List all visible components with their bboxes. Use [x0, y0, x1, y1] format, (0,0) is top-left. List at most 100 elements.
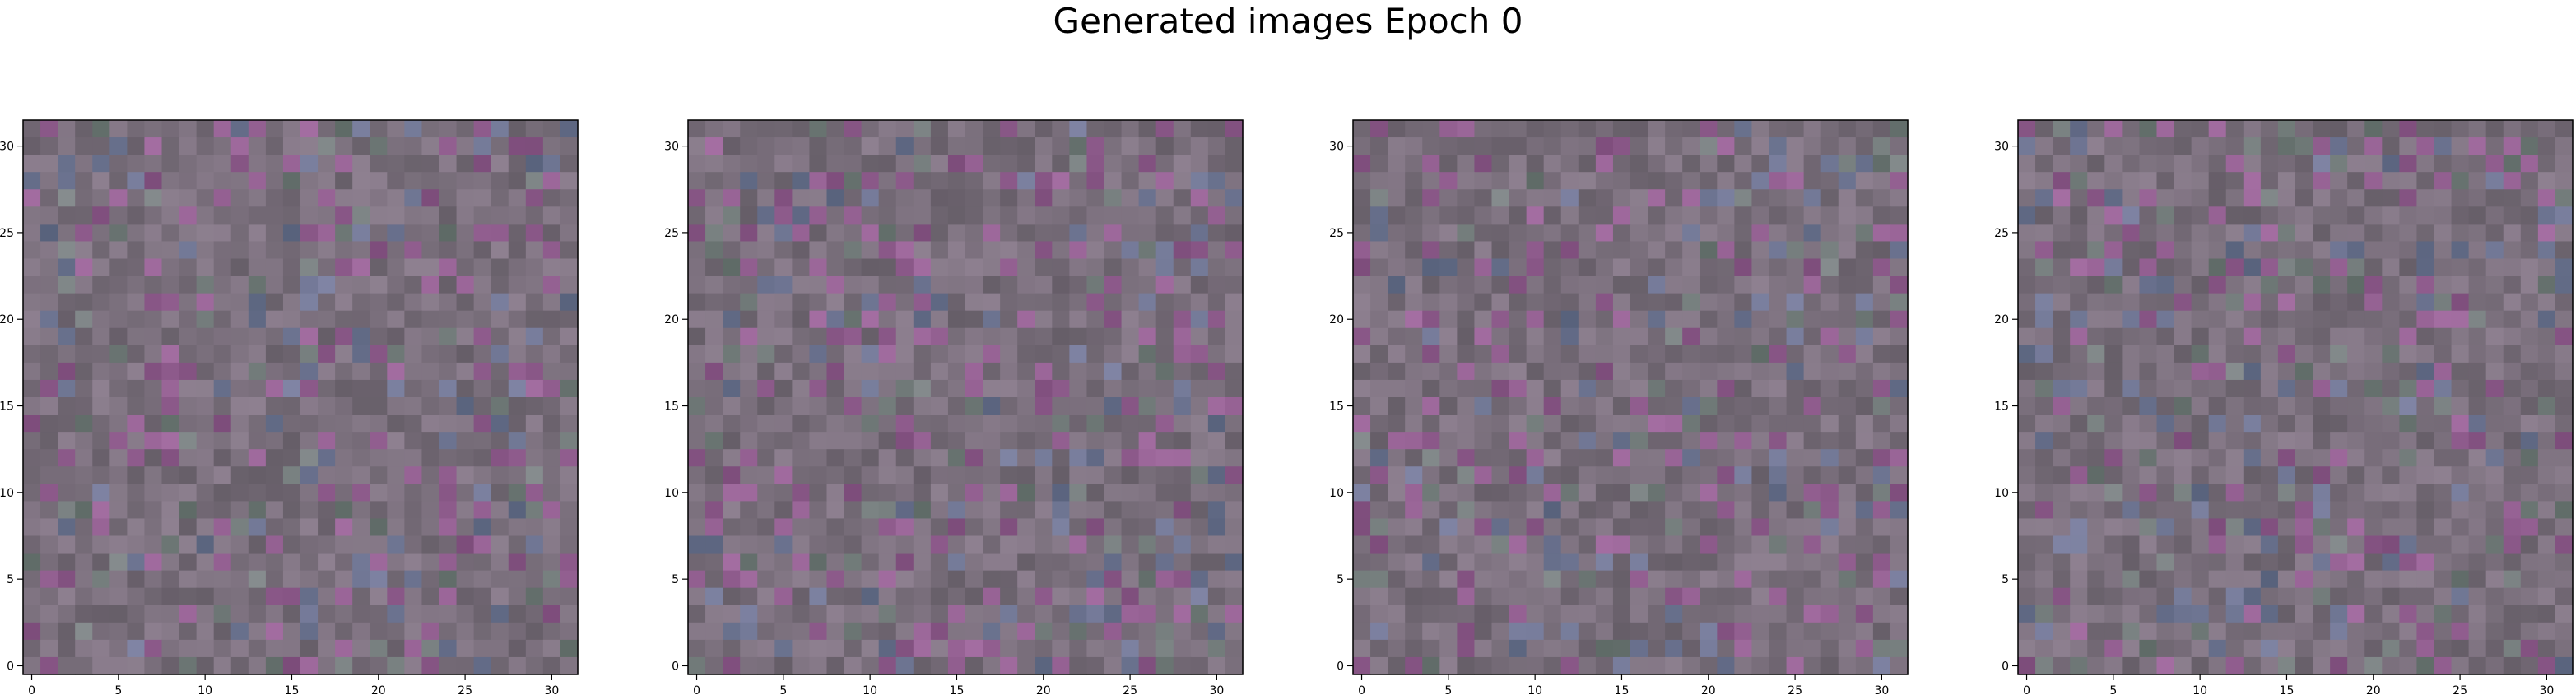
pixel-cell [230, 155, 249, 173]
pixel-cell [844, 379, 863, 398]
pixel-cell [2277, 206, 2296, 225]
pixel-cell [965, 605, 983, 623]
pixel-cell [1526, 276, 1545, 294]
pixel-cell [1595, 432, 1614, 450]
pixel-cell [1803, 397, 1822, 415]
pixel-cell [774, 172, 793, 190]
pixel-cell [757, 224, 775, 243]
pixel-cell [2191, 120, 2210, 138]
pixel-cell [1138, 415, 1157, 433]
pixel-cell [2555, 501, 2574, 520]
pixel-cell [75, 293, 93, 312]
pixel-cell [265, 484, 284, 502]
pixel-cell [2434, 553, 2453, 572]
pixel-cell [1890, 172, 1909, 190]
pixel-cell [2313, 327, 2331, 346]
pixel-cell [792, 327, 811, 346]
pixel-cell [1734, 587, 1753, 606]
pixel-cell [1207, 432, 1226, 450]
pixel-cell [282, 120, 301, 138]
pixel-cell [2035, 432, 2053, 450]
pixel-cell [2416, 362, 2435, 381]
pixel-cell [248, 535, 267, 554]
pixel-cell [1526, 449, 1545, 467]
pixel-cell [1207, 172, 1226, 190]
pixel-cell [861, 241, 880, 260]
pixel-cell [1648, 327, 1666, 346]
pixel-cell [2537, 570, 2556, 589]
pixel-cell [705, 466, 723, 484]
pixel-cell [248, 553, 267, 572]
pixel-cell [723, 327, 741, 346]
pixel-cell [1086, 345, 1105, 364]
pixel-cell [1225, 276, 1244, 294]
pixel-cell [2156, 224, 2175, 243]
pixel-cell [1560, 570, 1579, 589]
pixel-cell [1803, 258, 1822, 277]
pixel-cell [1751, 345, 1770, 364]
pixel-cell [404, 535, 423, 554]
pixel-cell [1717, 137, 1735, 155]
pixel-cell [2416, 553, 2435, 572]
pixel-cell [92, 345, 110, 364]
pixel-cell [861, 310, 880, 329]
pixel-cell [318, 172, 336, 190]
pixel-cell [1155, 362, 1174, 381]
pixel-cell [774, 155, 793, 173]
pixel-cell [1855, 379, 1874, 398]
pixel-cell [1543, 189, 1562, 207]
pixel-cell [723, 397, 741, 415]
pixel-cell [1017, 518, 1035, 537]
pixel-cell [1035, 501, 1053, 520]
pixel-cell [1612, 501, 1631, 520]
pixel-cell [1353, 639, 1371, 658]
pixel-cell [930, 587, 949, 606]
pixel-cell [542, 605, 561, 623]
pixel-cell [740, 501, 758, 520]
pixel-cell [2555, 518, 2574, 537]
pixel-cell [2313, 155, 2331, 173]
pixel-cell [404, 484, 423, 502]
pixel-cell [109, 241, 128, 260]
pixel-cell [1734, 293, 1753, 312]
pixel-cell [92, 137, 110, 155]
pixel-cell [491, 172, 509, 190]
pixel-cell [1578, 241, 1597, 260]
pixel-cell [2070, 362, 2088, 381]
pixel-cell [1717, 466, 1735, 484]
pixel-cell [1035, 310, 1053, 329]
pixel-cell [913, 258, 932, 277]
pixel-cell [2295, 327, 2313, 346]
pixel-cell [913, 327, 932, 346]
pixel-cell [861, 553, 880, 572]
pixel-cell [2295, 518, 2313, 537]
pixel-cell [230, 484, 249, 502]
pixel-cell [1820, 605, 1839, 623]
pixel-cell [1000, 137, 1018, 155]
pixel-cell [809, 327, 828, 346]
pixel-cell [2191, 137, 2210, 155]
pixel-cell [1069, 362, 1088, 381]
pixel-cell [878, 432, 897, 450]
pixel-cell [2399, 172, 2418, 190]
y-tick-label: 10 [1329, 487, 1344, 500]
pixel-cell [2174, 327, 2192, 346]
pixel-cell [456, 466, 475, 484]
pixel-cell [1665, 362, 1683, 381]
pixel-cell [58, 656, 76, 675]
pixel-cell [265, 327, 284, 346]
pixel-cell [913, 206, 932, 225]
pixel-cell [1069, 587, 1088, 606]
pixel-cell [2555, 241, 2574, 260]
pixel-cell [2520, 362, 2539, 381]
pixel-cell [1069, 293, 1088, 312]
pixel-cell [2330, 327, 2348, 346]
axes-frame [1352, 119, 1909, 675]
pixel-cell [1457, 432, 1476, 450]
pixel-cell [2555, 535, 2574, 554]
pixel-cell [144, 570, 163, 589]
pixel-cell [965, 137, 983, 155]
pixel-cell [2382, 327, 2400, 346]
pixel-cell [248, 327, 267, 346]
pixel-cell [508, 518, 527, 537]
